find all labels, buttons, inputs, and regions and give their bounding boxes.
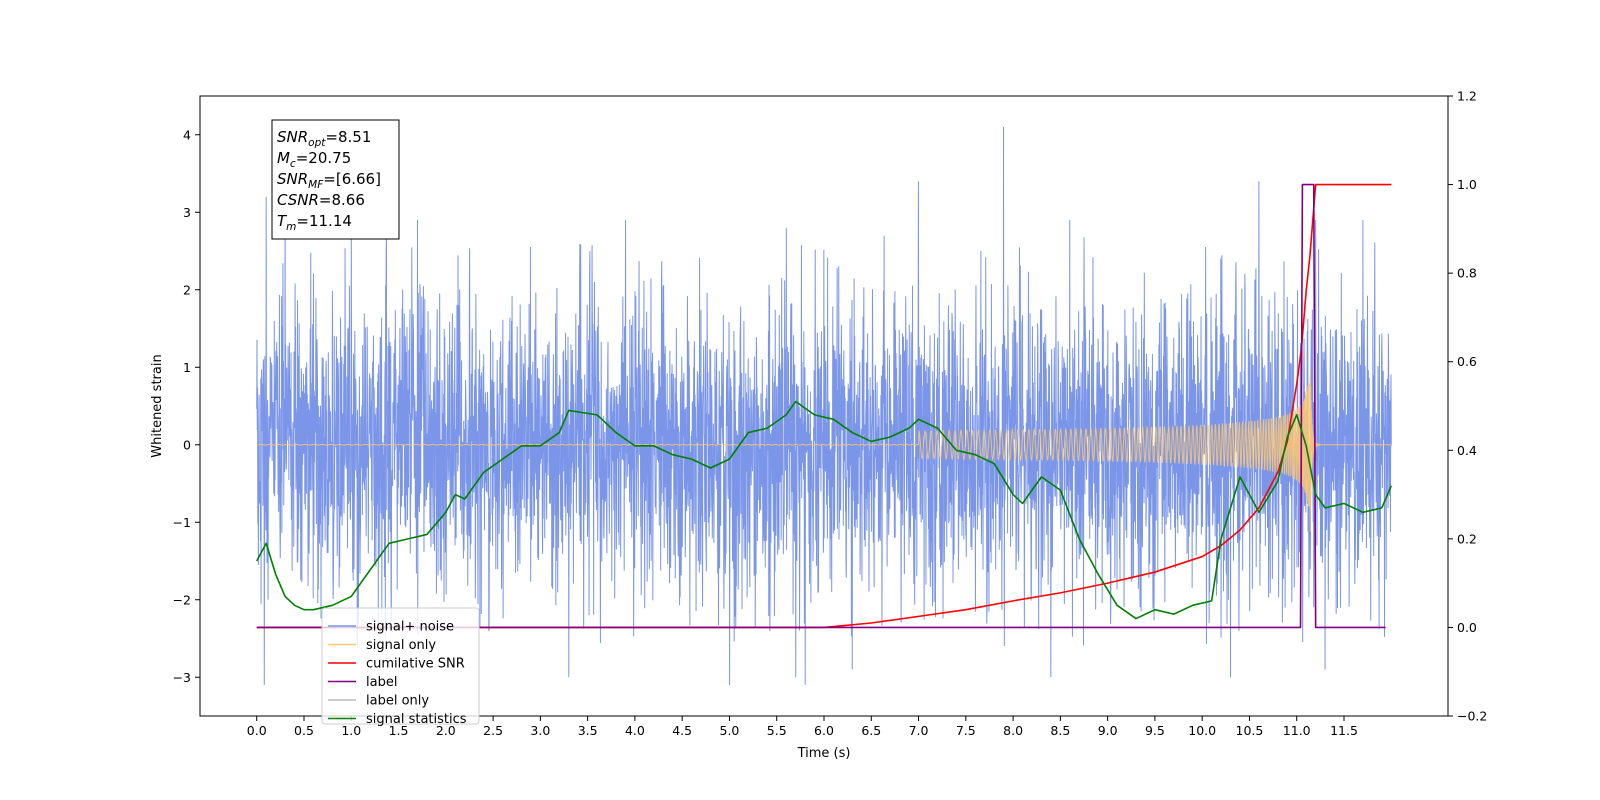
annotation-line: Mc=20.75 (277, 149, 351, 170)
legend: signal+ noise signal only cumilative SNR la… (321, 607, 480, 727)
x-tick-label: 2.5 (483, 723, 503, 738)
right-tick-label: 0.2 (1457, 531, 1477, 546)
x-tick-label: 0.0 (247, 723, 267, 738)
x-tick-label: 8.0 (1003, 723, 1023, 738)
legend-entry-label: label (366, 675, 397, 690)
x-tick-label: 3.5 (578, 723, 598, 738)
x-tick-label: 9.5 (1145, 723, 1165, 738)
x-tick-label: 9.0 (1098, 723, 1118, 738)
x-tick-label: 1.5 (389, 723, 409, 738)
x-tick-label: 10.0 (1188, 723, 1216, 738)
left-axis-label: Whitened strain (150, 354, 165, 457)
series-layer (256, 126, 1393, 686)
x-tick-label: 0.5 (294, 723, 314, 738)
x-tick-label: 11.5 (1330, 723, 1358, 738)
right-tick-label: 1.0 (1457, 177, 1477, 192)
right-tick-label: −0.2 (1457, 709, 1487, 724)
left-tick-label: −1 (173, 515, 191, 530)
x-tick-label: 8.5 (1050, 723, 1070, 738)
annotation-line: SNRMF=[6.66] (277, 170, 381, 191)
x-tick-label: 11.0 (1283, 723, 1311, 738)
left-axis-ticks: −3 −2 −1 0 1 2 3 4 (173, 127, 200, 685)
annotation-line: CSNR=8.66 (277, 191, 365, 209)
right-axis-ticks: −0.2 0.0 0.2 0.4 0.6 0.8 1.0 1.2 (1448, 89, 1487, 724)
right-tick-label: 0.0 (1457, 620, 1477, 635)
right-tick-label: 0.6 (1457, 354, 1477, 369)
left-tick-label: 3 (183, 205, 191, 220)
x-tick-label: 2.0 (436, 723, 456, 738)
x-tick-label: 7.0 (909, 723, 929, 738)
right-tick-label: 0.8 (1457, 266, 1477, 281)
annotation-line: SNRopt=8.51 (277, 128, 371, 149)
legend-entry-label: label only (366, 694, 429, 709)
series-cumulative-snr (256, 183, 1392, 629)
left-tick-label: 4 (183, 127, 191, 142)
x-axis-ticks: 0.0 0.5 1.0 1.5 2.0 2.5 3.0 3.5 4.0 4.5 5.0 5.5 6.0 6… (247, 716, 1358, 738)
series-signal-only (256, 368, 1392, 532)
left-tick-label: −3 (173, 670, 191, 685)
x-tick-label: 5.0 (720, 723, 740, 738)
x-tick-label: 6.0 (814, 723, 834, 738)
right-tick-label: 1.2 (1457, 89, 1477, 104)
series-signal-noise (256, 126, 1392, 686)
annotation-box: SNRopt=8.51Mc=20.75SNRMF=[6.66]CSNR=8.66… (271, 119, 400, 240)
x-tick-label: 10.5 (1236, 723, 1264, 738)
legend-entry-label: signal statistics (366, 712, 467, 727)
x-tick-label: 1.0 (341, 723, 361, 738)
series-label (256, 183, 1386, 629)
legend-entry-label: signal+ noise (366, 620, 454, 635)
right-tick-label: 0.4 (1457, 443, 1477, 458)
x-tick-label: 4.5 (672, 723, 692, 738)
series-signal-statistics (256, 400, 1393, 620)
left-tick-label: 1 (183, 360, 191, 375)
x-axis-label: Time (s) (797, 746, 851, 761)
annotation-line: Tm=11.14 (277, 212, 352, 233)
left-tick-label: −2 (173, 592, 191, 607)
x-tick-label: 5.5 (767, 723, 787, 738)
legend-entry-label: signal only (366, 638, 436, 653)
x-tick-label: 4.0 (625, 723, 645, 738)
left-tick-label: 2 (183, 282, 191, 297)
x-tick-label: 7.5 (956, 723, 976, 738)
left-tick-label: 0 (183, 437, 191, 452)
x-tick-label: 3.0 (530, 723, 550, 738)
legend-entry-label: cumilative SNR (366, 657, 465, 672)
x-tick-label: 6.5 (861, 723, 881, 738)
